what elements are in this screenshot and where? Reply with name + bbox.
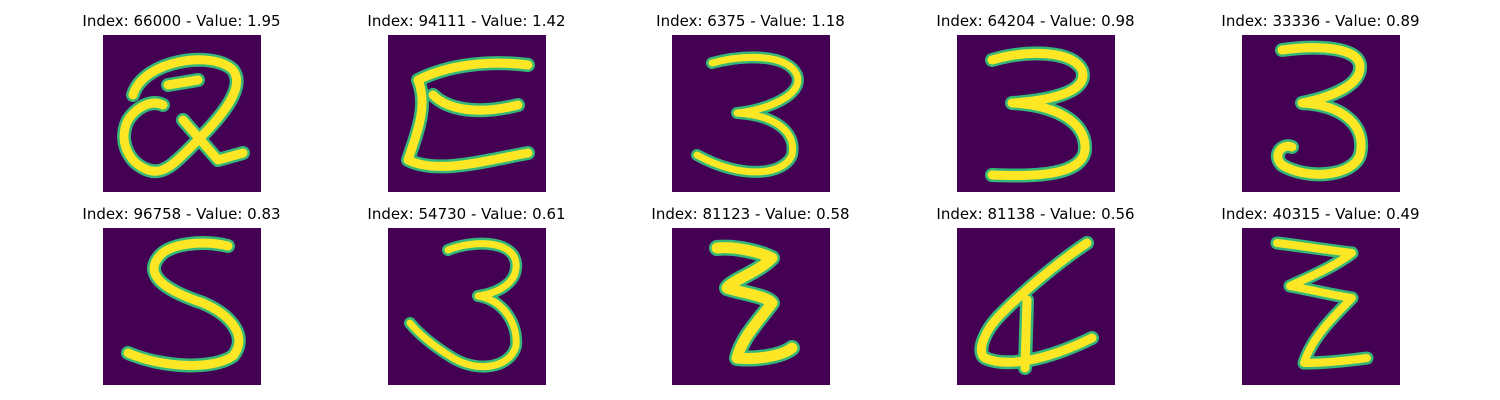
digit-image: [956, 35, 1115, 192]
digit-image: [671, 228, 830, 385]
digit-image: [102, 35, 261, 192]
panel-title: Index: 81123 - Value: 0.58: [651, 205, 850, 223]
panel-title: Index: 33336 - Value: 0.89: [1221, 12, 1420, 30]
digit-image: [387, 228, 546, 385]
panel-title: Index: 6375 - Value: 1.18: [656, 12, 845, 30]
digit-panel: Index: 6375 - Value: 1.18: [608, 12, 893, 194]
digit-image: [1241, 228, 1400, 385]
panel-title: Index: 64204 - Value: 0.98: [936, 12, 1135, 30]
digit-panel: Index: 33336 - Value: 0.89: [1178, 12, 1463, 194]
panel-title: Index: 94111 - Value: 1.42: [367, 12, 566, 30]
panel-title: Index: 54730 - Value: 0.61: [367, 205, 566, 223]
digit-panel: Index: 96758 - Value: 0.83: [39, 205, 324, 387]
digit-panel: Index: 66000 - Value: 1.95: [39, 12, 324, 194]
panel-title: Index: 96758 - Value: 0.83: [82, 205, 281, 223]
digit-panel: Index: 81138 - Value: 0.56: [893, 205, 1178, 387]
panel-title: Index: 81138 - Value: 0.56: [936, 205, 1135, 223]
digit-image: [956, 228, 1115, 385]
digit-image: [671, 35, 830, 192]
digit-panel: Index: 64204 - Value: 0.98: [893, 12, 1178, 194]
digit-image: [102, 228, 261, 385]
digit-panel: Index: 40315 - Value: 0.49: [1178, 205, 1463, 387]
digit-panel: Index: 81123 - Value: 0.58: [608, 205, 893, 387]
digit-image: [387, 35, 546, 192]
digit-panel: Index: 94111 - Value: 1.42: [324, 12, 609, 194]
digit-panel: Index: 54730 - Value: 0.61: [324, 205, 609, 387]
digit-image: [1241, 35, 1400, 192]
panel-title: Index: 40315 - Value: 0.49: [1221, 205, 1420, 223]
panel-title: Index: 66000 - Value: 1.95: [82, 12, 281, 30]
